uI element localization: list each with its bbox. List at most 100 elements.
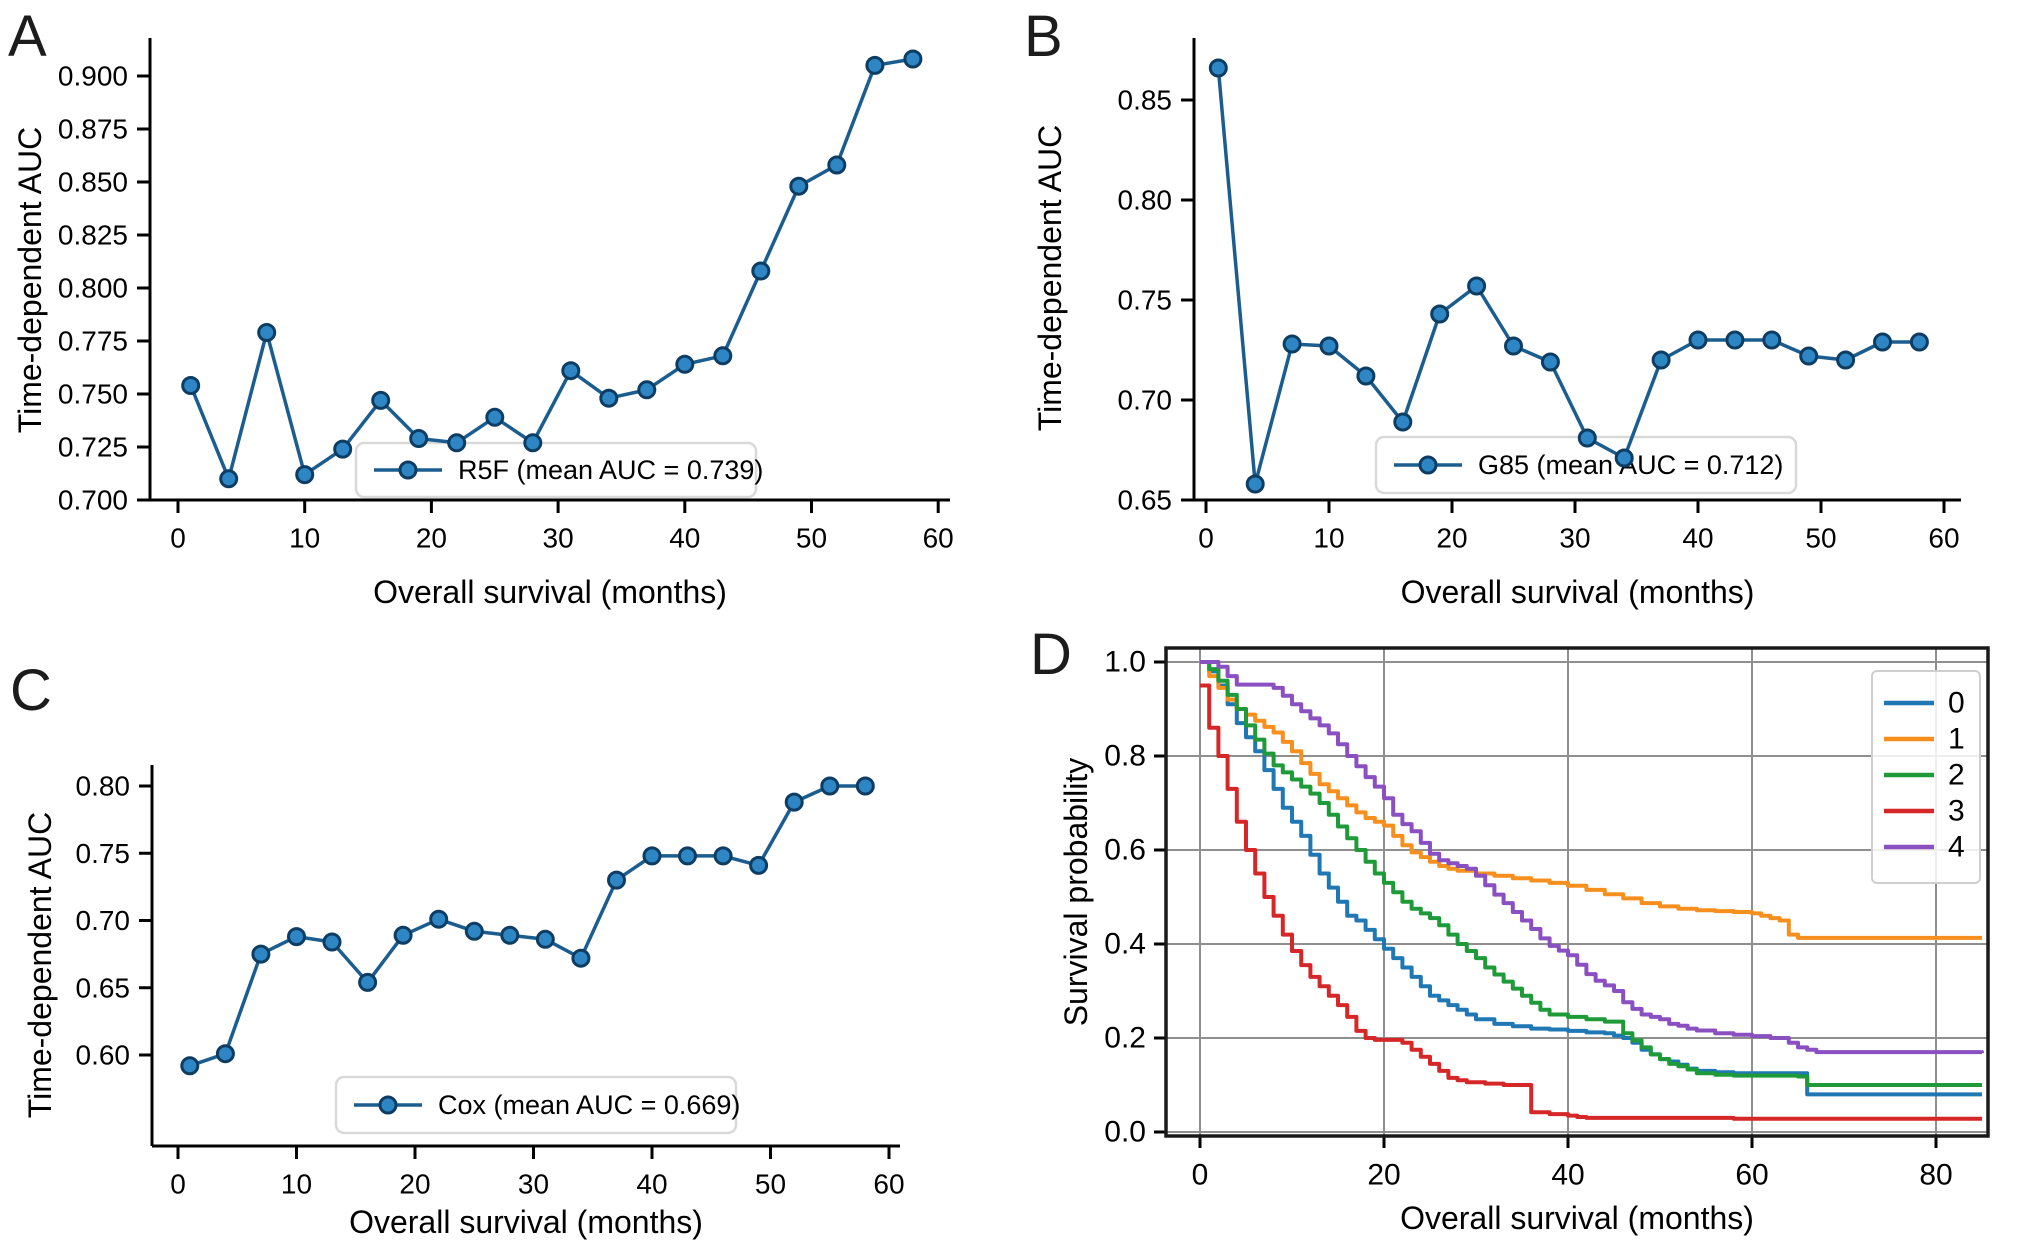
legend-label: 0	[1948, 687, 1965, 720]
panel-c-plot: 0.60 0.65 0.70 0.75 0.80 0 10 20 30 40 50 60 Overall…	[22, 765, 905, 1240]
x-tick-label: 40	[1682, 523, 1713, 554]
data-point-marker	[393, 925, 413, 945]
y-axis-label: Time-dependent AUC	[1032, 125, 1068, 432]
data-point-marker	[429, 909, 449, 929]
data-point-marker	[358, 972, 378, 992]
km-curve-1	[1200, 660, 1982, 940]
x-tick-label: 80	[1919, 1159, 1952, 1192]
y-tick-label: 0.900	[58, 61, 128, 92]
legend-label: 2	[1948, 759, 1965, 792]
data-point-marker	[713, 346, 733, 366]
legend: Cox (mean AUC = 0.669)	[334, 1075, 740, 1135]
data-point-marker	[295, 465, 315, 485]
y-tick-label: 0.65	[76, 972, 131, 1003]
data-point-marker	[371, 390, 391, 410]
data-point-marker	[1356, 366, 1376, 386]
y-axis-label: Time-dependent AUC	[22, 812, 58, 1119]
data-point-marker	[1467, 276, 1487, 296]
data-point-marker	[751, 261, 771, 281]
y-axis-label: Survival probability	[1058, 758, 1094, 1027]
data-point-marker	[181, 376, 201, 395]
legend-label: 4	[1948, 831, 1965, 864]
y-tick-label: 0.70	[76, 905, 131, 936]
x-tick-label: 40	[636, 1169, 667, 1200]
y-tick-label: 0.850	[58, 167, 128, 198]
legend-box	[354, 441, 758, 499]
panel-label-c: C	[10, 658, 52, 723]
data-point-marker	[251, 944, 271, 964]
x-tick-label: 30	[543, 523, 574, 554]
km-curve-0	[1200, 660, 1982, 1097]
data-point-marker	[789, 176, 809, 196]
legend-marker-icon	[398, 460, 418, 480]
data-point-marker	[865, 55, 885, 75]
data-point-marker	[675, 354, 695, 374]
data-point-marker	[500, 925, 520, 945]
legend-marker-icon	[378, 1095, 398, 1115]
y-tick-label: 0.75	[1118, 285, 1173, 316]
y-tick-label: 0.700	[58, 485, 128, 516]
x-tick-label: 10	[281, 1169, 312, 1200]
series-line	[189, 57, 914, 481]
y-tick-label: 0.75	[76, 838, 131, 869]
y-tick-label: 0.825	[58, 220, 128, 251]
data-point-marker	[903, 49, 923, 69]
data-point-marker	[571, 948, 591, 968]
x-tick-label: 10	[1313, 523, 1344, 554]
data-point-marker	[855, 776, 875, 796]
x-tick-label: 50	[1805, 523, 1836, 554]
data-point-marker	[1651, 350, 1671, 370]
y-tick-label: 0.800	[58, 273, 128, 304]
legend-label: 1	[1948, 723, 1965, 756]
x-tick-label: 20	[1436, 523, 1467, 554]
y-axis-label: Time-dependent AUC	[12, 127, 48, 434]
y-tick-label: 0.0	[1104, 1116, 1146, 1149]
x-tick-label: 50	[796, 523, 827, 554]
y-tick-label: 0.2	[1104, 1022, 1146, 1055]
y-tick-label: 0.8	[1104, 740, 1146, 773]
x-tick-label: 30	[1559, 523, 1590, 554]
data-point-marker	[1614, 448, 1634, 468]
data-point-marker	[1393, 412, 1413, 432]
data-point-marker	[1208, 58, 1228, 78]
data-point-marker	[820, 776, 840, 796]
panel-label-b: B	[1024, 4, 1063, 69]
x-tick-label: 60	[923, 523, 954, 554]
y-tick-label: 0.875	[58, 114, 128, 145]
y-tick-label: 0.70	[1118, 385, 1173, 416]
y-tick-label: 0.60	[76, 1040, 131, 1071]
x-tick-label: 60	[873, 1169, 904, 1200]
km-curve-3	[1200, 683, 1982, 1121]
data-point-marker	[1725, 330, 1745, 350]
x-tick-label: 10	[289, 523, 320, 554]
y-tick-label: 0.65	[1118, 485, 1173, 516]
data-point-marker	[1688, 330, 1708, 350]
x-tick-label: 0	[1198, 523, 1214, 554]
data-point-marker	[1762, 330, 1782, 350]
data-point-marker	[749, 855, 769, 875]
panel-label-d: D	[1030, 622, 1072, 687]
panel-b-plot: 0.65 0.70 0.75 0.80 0.85 0 10 20 30 40 50 60 Overall…	[1032, 38, 1961, 610]
km-curve-4	[1200, 660, 1984, 1055]
data-point-marker	[1836, 350, 1856, 370]
data-point-marker	[322, 932, 342, 952]
data-point-marker	[637, 380, 657, 400]
y-tick-label: 0.725	[58, 432, 128, 463]
data-point-marker	[485, 407, 505, 427]
y-tick-label: 0.80	[1118, 185, 1173, 216]
x-tick-label: 40	[669, 523, 700, 554]
x-tick-label: 20	[416, 523, 447, 554]
data-point-marker	[827, 155, 847, 175]
data-point-marker	[219, 469, 239, 489]
x-axis-label: Overall survival (months)	[1401, 574, 1755, 610]
legend: R5F (mean AUC = 0.739)	[354, 441, 763, 499]
plot-box-frame	[1164, 646, 1990, 1138]
x-tick-label: 20	[1367, 1159, 1400, 1192]
data-point-marker	[257, 323, 277, 342]
data-point-marker	[215, 1044, 235, 1064]
y-tick-label: 0.6	[1104, 834, 1146, 867]
